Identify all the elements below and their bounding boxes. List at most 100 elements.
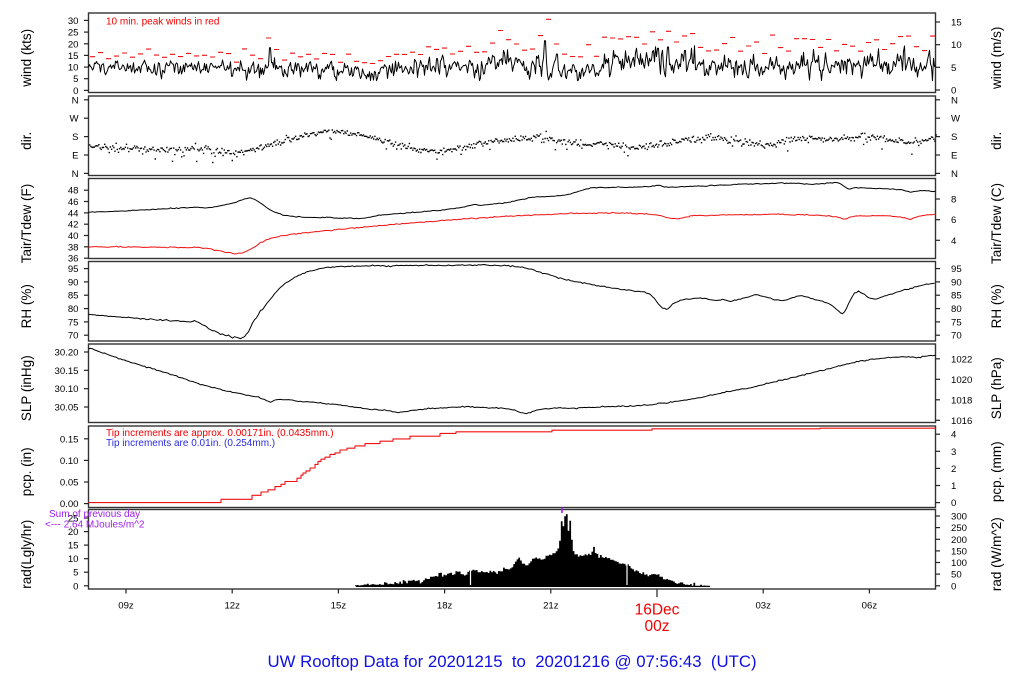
svg-text:75: 75	[68, 317, 79, 328]
svg-text:5: 5	[73, 568, 78, 579]
svg-text:10: 10	[68, 554, 79, 565]
svg-text:03z: 03z	[755, 600, 771, 611]
svg-text:06z: 06z	[862, 600, 878, 611]
svg-text:dir.: dir.	[989, 132, 1004, 150]
svg-text:44: 44	[68, 208, 79, 219]
svg-text:3: 3	[951, 447, 956, 458]
svg-text:30.05: 30.05	[54, 403, 78, 414]
svg-text:Tair/Tdew (C): Tair/Tdew (C)	[989, 183, 1004, 264]
svg-text:95: 95	[68, 264, 79, 275]
svg-text:0: 0	[73, 86, 78, 97]
svg-text:6: 6	[951, 215, 956, 226]
svg-text:25: 25	[68, 514, 79, 525]
svg-text:0: 0	[951, 498, 956, 509]
svg-text:15: 15	[68, 51, 79, 62]
svg-text:S: S	[951, 132, 957, 143]
svg-text:rad(Lgly/hr): rad(Lgly/hr)	[19, 520, 34, 589]
svg-text:40: 40	[68, 231, 79, 242]
svg-text:46: 46	[68, 197, 79, 208]
svg-text:2: 2	[951, 464, 956, 475]
svg-text:1018: 1018	[951, 395, 972, 406]
svg-text:85: 85	[951, 291, 962, 302]
svg-text:Sum of previous day: Sum of previous day	[49, 509, 140, 520]
svg-text:0.10: 0.10	[60, 456, 79, 467]
svg-text:38: 38	[68, 242, 79, 253]
svg-text:N: N	[951, 169, 958, 180]
svg-text:rad (W/m^2): rad (W/m^2)	[989, 517, 1004, 591]
svg-text:RH (%): RH (%)	[989, 284, 1004, 328]
svg-text:Tip increments are 0.01in. (0.: Tip increments are 0.01in. (0.254mm.)	[106, 438, 275, 449]
svg-text:0.05: 0.05	[60, 478, 79, 489]
svg-text:15: 15	[951, 18, 962, 29]
svg-text:Tip increments are approx. 0.0: Tip increments are approx. 0.00171in. (0…	[106, 428, 334, 439]
svg-text:W: W	[69, 114, 79, 125]
svg-text:20: 20	[68, 39, 79, 50]
svg-text:N: N	[951, 95, 958, 106]
svg-text:75: 75	[951, 317, 962, 328]
svg-text:UW Rooftop Data for 20201215: UW Rooftop Data for 20201215 to 20201216…	[267, 652, 756, 671]
svg-text:21z: 21z	[543, 600, 559, 611]
svg-text:30.15: 30.15	[54, 366, 78, 377]
svg-text:4: 4	[951, 430, 957, 441]
svg-text:1022: 1022	[951, 354, 972, 365]
svg-text:30: 30	[68, 16, 79, 27]
svg-text:10: 10	[68, 63, 79, 74]
svg-text:0: 0	[951, 86, 956, 97]
svg-text:N: N	[72, 95, 79, 106]
svg-text:36: 36	[68, 254, 79, 265]
svg-text:95: 95	[951, 264, 962, 275]
svg-text:30.10: 30.10	[54, 384, 78, 395]
svg-text:wind (m/s): wind (m/s)	[989, 27, 1004, 90]
svg-text:0.15: 0.15	[60, 434, 79, 445]
svg-text:N: N	[72, 169, 79, 180]
svg-text:1: 1	[951, 481, 956, 492]
svg-text:100: 100	[951, 558, 967, 569]
svg-text:300: 300	[951, 512, 967, 523]
svg-text:09z: 09z	[118, 600, 134, 611]
svg-text:70: 70	[68, 331, 79, 342]
svg-text:S: S	[72, 132, 78, 143]
svg-text:SLP (inHg): SLP (inHg)	[19, 355, 34, 421]
svg-text:80: 80	[68, 304, 79, 315]
svg-text:200: 200	[951, 535, 967, 546]
svg-text:pcp. (in): pcp. (in)	[19, 447, 34, 496]
svg-text:RH (%): RH (%)	[19, 284, 34, 328]
svg-text:E: E	[72, 151, 78, 162]
svg-text:W: W	[951, 114, 961, 125]
svg-text:16Dec: 16Dec	[635, 602, 680, 619]
svg-text:90: 90	[68, 277, 79, 288]
svg-text:12z: 12z	[224, 600, 240, 611]
svg-text:5: 5	[73, 74, 78, 85]
svg-text:10: 10	[951, 40, 962, 51]
svg-text:42: 42	[68, 220, 79, 231]
svg-text:E: E	[951, 151, 957, 162]
svg-text:48: 48	[68, 186, 79, 197]
svg-text:dir.: dir.	[19, 132, 34, 150]
svg-text:4: 4	[951, 236, 957, 247]
svg-text:50: 50	[951, 570, 962, 581]
svg-text:<--- 2.64 MJoules/m^2: <--- 2.64 MJoules/m^2	[45, 520, 145, 531]
svg-text:0: 0	[951, 581, 956, 592]
svg-text:150: 150	[951, 546, 967, 557]
svg-text:wind (kts): wind (kts)	[19, 29, 34, 88]
svg-text:85: 85	[68, 291, 79, 302]
svg-text:1016: 1016	[951, 416, 972, 427]
svg-text:15z: 15z	[331, 600, 347, 611]
svg-text:1020: 1020	[951, 375, 972, 386]
svg-text:SLP (hPa): SLP (hPa)	[989, 357, 1004, 419]
svg-text:250: 250	[951, 523, 967, 534]
svg-text:10 min. peak winds in red: 10 min. peak winds in red	[106, 17, 219, 28]
svg-text:0.00: 0.00	[60, 499, 79, 510]
svg-text:90: 90	[951, 277, 962, 288]
svg-text:70: 70	[951, 331, 962, 342]
svg-text:80: 80	[951, 304, 962, 315]
svg-text:pcp. (mm): pcp. (mm)	[989, 441, 1004, 502]
svg-text:20: 20	[68, 527, 79, 538]
svg-text:15: 15	[68, 541, 79, 552]
svg-text:00z: 00z	[645, 618, 670, 635]
svg-text:18z: 18z	[437, 600, 453, 611]
svg-text:8: 8	[951, 195, 956, 206]
svg-text:25: 25	[68, 28, 79, 39]
svg-text:Tair/Tdew (F): Tair/Tdew (F)	[19, 184, 34, 264]
svg-text:30.20: 30.20	[54, 348, 78, 359]
